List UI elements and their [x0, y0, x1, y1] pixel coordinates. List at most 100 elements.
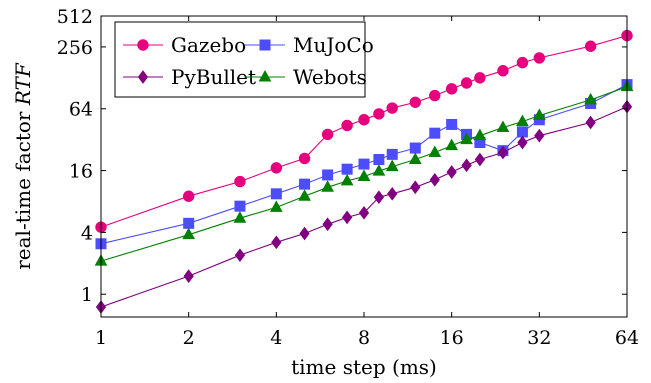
legend-marker-mujoco: [259, 39, 271, 51]
x-tick-label-1: 1: [95, 327, 107, 349]
x-tick-label-64: 64: [615, 327, 639, 349]
legend: Gazebo MuJoCo PyBullet Webots: [114, 21, 374, 98]
x-tick-label-2: 2: [183, 327, 195, 349]
data-point-mujoco: [299, 178, 311, 190]
data-point-webots: [516, 114, 529, 127]
data-point-webots: [372, 164, 386, 176]
series-webots: [94, 79, 634, 266]
ticks-layer: 1 2 4 8 16 32 64 1 4 16 64 256 512: [57, 6, 639, 349]
legend-marker-gazebo: [137, 39, 149, 51]
data-point-mujoco: [234, 200, 246, 212]
data-point-mujoco: [429, 127, 441, 139]
data-point-pybullet: [341, 210, 353, 225]
data-point-mujoco: [183, 217, 195, 229]
y-tick-label-256: 256: [57, 37, 93, 59]
data-point-webots: [428, 145, 442, 157]
series-mujoco: [95, 79, 633, 250]
data-point-mujoco: [409, 142, 421, 154]
data-point-gazebo: [321, 128, 334, 141]
data-point-pybullet: [322, 217, 333, 232]
y-tick-label-512: 512: [57, 6, 93, 28]
data-point-pybullet: [585, 115, 596, 130]
data-point-webots: [269, 200, 283, 212]
data-point-pybullet: [387, 186, 398, 201]
data-point-gazebo: [182, 190, 195, 202]
data-point-webots: [445, 138, 459, 151]
y-tick-label-4: 4: [81, 222, 93, 244]
data-point-gazebo: [516, 56, 529, 69]
data-point-gazebo: [234, 175, 246, 188]
data-point-pybullet: [183, 269, 194, 283]
series-gazebo: [95, 29, 633, 233]
x-tick-label-8: 8: [358, 327, 370, 349]
legend-label-pybullet: PyBullet: [171, 65, 256, 89]
series-pybullet: [95, 99, 633, 314]
data-point-pybullet: [497, 145, 509, 160]
data-point-webots: [532, 108, 546, 120]
y-tick-label-64: 64: [69, 99, 93, 121]
data-point-webots: [357, 169, 371, 182]
data-point-gazebo: [341, 119, 353, 132]
data-point-webots: [340, 173, 354, 186]
data-point-gazebo: [298, 152, 311, 165]
data-point-mujoco: [322, 169, 334, 181]
y-axis-label: real-time factor RTF: [11, 62, 35, 270]
data-point-mujoco: [446, 118, 458, 130]
legend-item-gazebo: Gazebo: [123, 33, 246, 57]
data-point-webots: [233, 211, 247, 223]
data-point-mujoco: [373, 154, 385, 166]
data-point-pybullet: [517, 135, 528, 150]
data-point-gazebo: [373, 108, 385, 120]
data-point-gazebo: [533, 52, 546, 64]
data-point-webots: [496, 120, 510, 133]
data-point-pybullet: [358, 206, 370, 220]
legend-label-gazebo: Gazebo: [171, 33, 246, 57]
x-axis-label: time step (ms): [291, 355, 437, 379]
legend-marker-pybullet: [137, 70, 149, 84]
data-point-webots: [182, 227, 196, 240]
data-point-gazebo: [358, 114, 370, 126]
data-point-mujoco: [270, 188, 282, 200]
data-point-webots: [385, 159, 399, 172]
data-point-mujoco: [516, 126, 528, 138]
x-tick-label-4: 4: [270, 327, 282, 349]
data-point-mujoco: [358, 158, 370, 170]
data-point-pybullet: [429, 172, 440, 187]
legend-marker-webots: [258, 69, 272, 82]
y-tick-label-1: 1: [81, 284, 93, 306]
legend-item-webots: Webots: [245, 65, 367, 89]
data-point-pybullet: [446, 165, 457, 179]
legend-label-mujoco: MuJoCo: [293, 33, 374, 57]
data-point-webots: [408, 152, 422, 165]
x-tick-label-32: 32: [527, 327, 551, 349]
data-point-gazebo: [386, 102, 398, 114]
data-point-pybullet: [474, 152, 486, 167]
legend-label-webots: Webots: [293, 65, 367, 89]
data-point-pybullet: [234, 248, 246, 263]
data-point-pybullet: [461, 158, 472, 173]
data-point-gazebo: [584, 40, 597, 52]
data-point-webots: [473, 128, 487, 141]
data-point-pybullet: [299, 226, 310, 241]
data-point-mujoco: [341, 163, 353, 175]
data-point-gazebo: [270, 162, 283, 174]
data-point-gazebo: [497, 65, 509, 77]
y-axis-label-text: real-time factor: [11, 105, 35, 270]
data-point-pybullet: [534, 128, 545, 143]
y-tick-label-16: 16: [69, 161, 93, 183]
data-point-mujoco: [386, 148, 398, 160]
data-point-webots: [298, 189, 311, 201]
x-tick-label-16: 16: [440, 327, 464, 349]
data-point-gazebo: [474, 72, 486, 84]
y-axis-label-symbol: RTF: [11, 62, 35, 106]
legend-box: [114, 21, 366, 98]
legend-item-mujoco: MuJoCo: [245, 33, 374, 57]
data-point-pybullet: [373, 190, 385, 205]
data-point-webots: [460, 132, 473, 145]
data-point-gazebo: [445, 83, 458, 95]
data-point-gazebo: [409, 96, 421, 108]
data-point-pybullet: [271, 235, 282, 250]
data-point-gazebo: [460, 77, 473, 89]
legend-item-pybullet: PyBullet: [123, 65, 256, 89]
